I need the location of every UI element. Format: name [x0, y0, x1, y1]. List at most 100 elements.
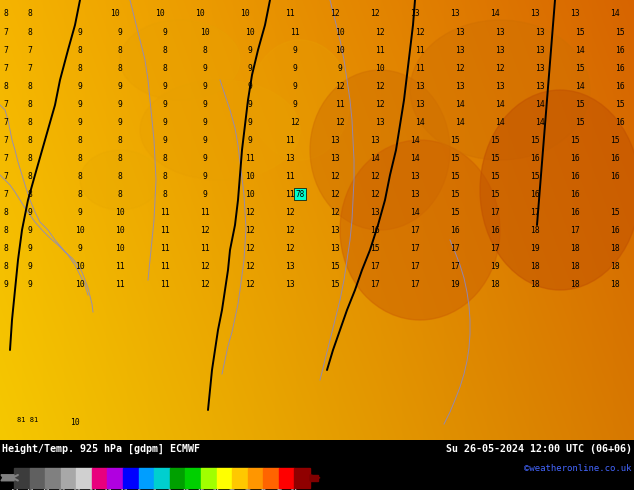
Text: 8: 8 [27, 153, 32, 163]
Text: 6: 6 [168, 489, 172, 490]
Text: 9: 9 [247, 136, 252, 145]
Text: 11: 11 [200, 244, 210, 252]
Text: 42: 42 [260, 489, 267, 490]
Text: 11: 11 [285, 136, 295, 145]
Ellipse shape [80, 150, 160, 210]
Text: 10: 10 [70, 417, 80, 426]
Text: 17: 17 [370, 279, 380, 289]
Text: 15: 15 [490, 190, 500, 198]
Text: 7: 7 [27, 46, 32, 54]
Text: 9: 9 [247, 64, 252, 73]
Text: 8: 8 [117, 153, 122, 163]
Text: 11: 11 [335, 99, 345, 108]
Text: 14: 14 [370, 153, 380, 163]
Text: 8: 8 [77, 46, 82, 54]
Text: 78: 78 [295, 190, 304, 198]
Text: 9: 9 [162, 136, 167, 145]
Text: 9: 9 [27, 279, 32, 289]
Text: 9: 9 [162, 27, 167, 36]
Ellipse shape [140, 80, 300, 180]
Ellipse shape [410, 20, 590, 160]
Text: 14: 14 [535, 99, 545, 108]
Text: 8: 8 [162, 190, 167, 198]
Text: 18: 18 [490, 279, 500, 289]
Text: 9: 9 [162, 99, 167, 108]
Text: 15: 15 [330, 279, 340, 289]
Text: 14: 14 [415, 118, 425, 126]
Text: 17: 17 [450, 244, 460, 252]
Text: 15: 15 [330, 262, 340, 270]
Text: 9: 9 [337, 64, 342, 73]
Text: 10: 10 [195, 8, 205, 18]
Text: 8: 8 [77, 136, 82, 145]
Text: 12: 12 [375, 81, 385, 91]
Text: 17: 17 [530, 207, 540, 217]
Text: 11: 11 [290, 27, 300, 36]
Text: Height/Temp. 925 hPa [gdpm] ECMWF: Height/Temp. 925 hPa [gdpm] ECMWF [2, 444, 200, 454]
Text: -42: -42 [40, 489, 51, 490]
Text: 8: 8 [162, 172, 167, 180]
Text: 18: 18 [570, 244, 580, 252]
Text: 10: 10 [155, 8, 165, 18]
Text: 11: 11 [245, 153, 255, 163]
Text: 11: 11 [415, 46, 425, 54]
Text: 8: 8 [117, 190, 122, 198]
Text: 9: 9 [202, 190, 207, 198]
Text: 7: 7 [4, 153, 8, 163]
Text: 8: 8 [27, 99, 32, 108]
Bar [279, 467, 294, 488]
Text: 18: 18 [530, 262, 540, 270]
Text: 15: 15 [530, 136, 540, 145]
Text: 9: 9 [77, 244, 82, 252]
Text: 13: 13 [570, 8, 580, 18]
Text: 13: 13 [415, 81, 425, 91]
Text: 13: 13 [450, 8, 460, 18]
Text: 8: 8 [27, 172, 32, 180]
Text: 14: 14 [410, 153, 420, 163]
Text: 16: 16 [530, 190, 540, 198]
Text: 10: 10 [75, 279, 85, 289]
Text: 12: 12 [330, 207, 340, 217]
Text: 14: 14 [575, 81, 585, 91]
Text: ©weatheronline.co.uk: ©weatheronline.co.uk [524, 464, 632, 473]
Text: 9: 9 [202, 99, 207, 108]
Text: 14: 14 [495, 118, 505, 126]
Text: 15: 15 [575, 118, 585, 126]
Text: -24: -24 [87, 489, 97, 490]
Text: 11: 11 [160, 279, 170, 289]
Text: 8: 8 [4, 8, 8, 18]
Text: 15: 15 [490, 172, 500, 180]
Text: 13: 13 [535, 46, 545, 54]
Text: 8: 8 [4, 244, 8, 252]
Text: 9: 9 [27, 207, 32, 217]
Text: 13: 13 [535, 81, 545, 91]
Text: 12: 12 [330, 8, 340, 18]
Text: 16: 16 [615, 64, 625, 73]
Text: 17: 17 [410, 225, 420, 235]
Text: 7: 7 [4, 118, 8, 126]
Bar [45, 467, 61, 488]
Text: 9: 9 [292, 81, 297, 91]
Text: 13: 13 [535, 27, 545, 36]
Text: 7: 7 [4, 64, 8, 73]
Text: 81 81: 81 81 [17, 417, 39, 423]
Text: 17: 17 [570, 225, 580, 235]
Text: 14: 14 [455, 99, 465, 108]
Text: 12: 12 [245, 244, 255, 252]
Text: 13: 13 [410, 8, 420, 18]
Text: 9: 9 [202, 81, 207, 91]
Text: 14: 14 [410, 136, 420, 145]
Text: 11: 11 [375, 46, 385, 54]
Text: 9: 9 [117, 27, 122, 36]
Text: 12: 12 [375, 27, 385, 36]
Text: 0: 0 [152, 489, 156, 490]
Text: -48: -48 [24, 489, 35, 490]
Text: 16: 16 [570, 172, 580, 180]
Text: 9: 9 [292, 64, 297, 73]
Bar [263, 467, 279, 488]
Text: 7: 7 [4, 190, 8, 198]
Text: 10: 10 [240, 8, 250, 18]
Text: 12: 12 [285, 207, 295, 217]
Text: 10: 10 [245, 27, 255, 36]
Text: 8: 8 [117, 64, 122, 73]
